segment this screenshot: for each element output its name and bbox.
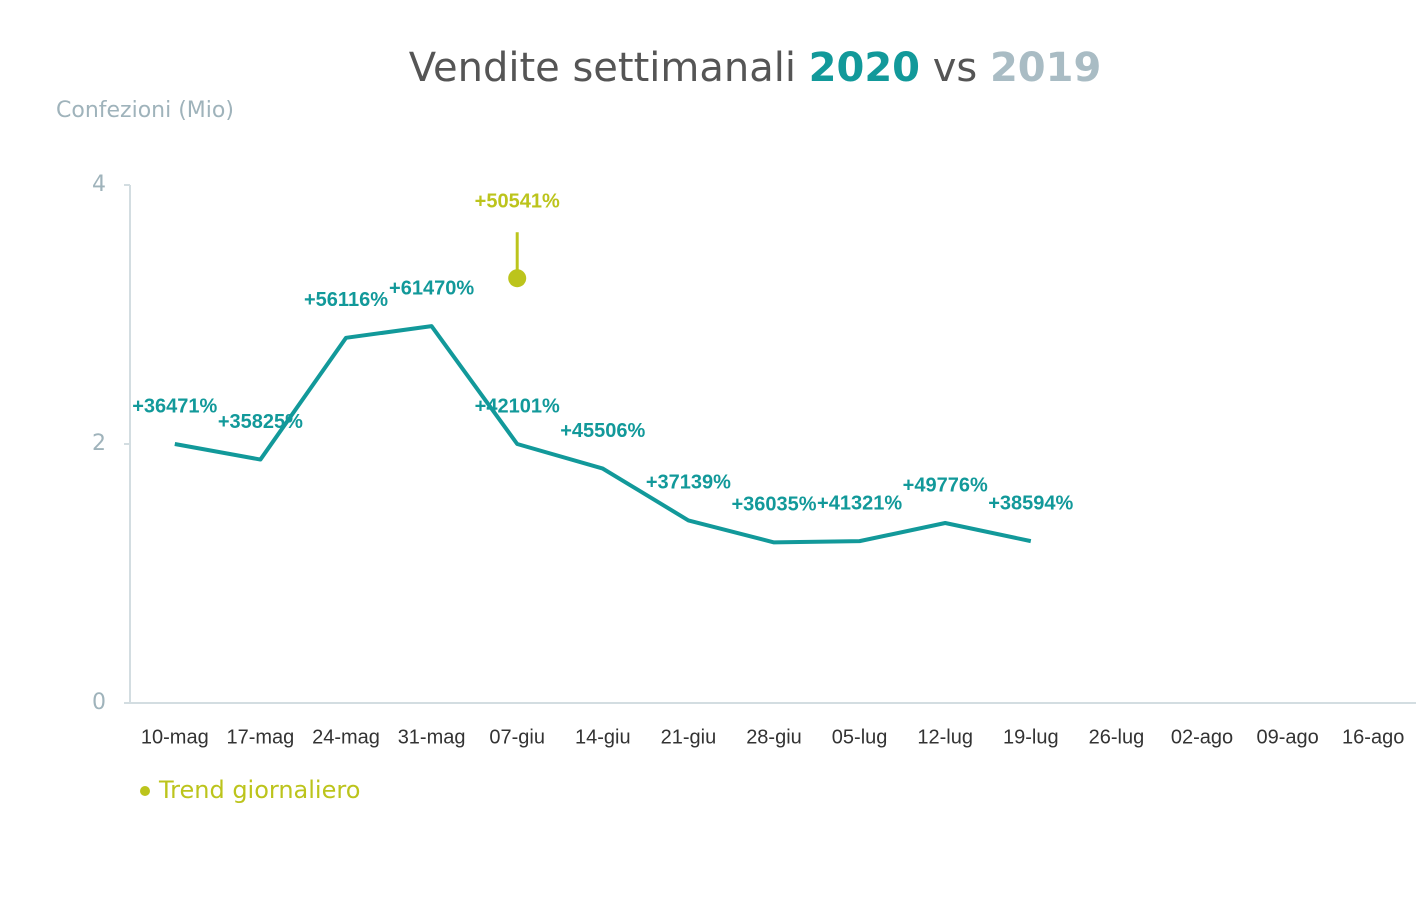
x-tick-label: 10-mag xyxy=(141,726,209,748)
data-label: +45506% xyxy=(560,420,645,442)
data-label: +37139% xyxy=(646,472,731,494)
trend-point xyxy=(508,269,527,288)
data-label: +35825% xyxy=(218,411,303,433)
title-comparison-year: 2019 xyxy=(990,45,1101,91)
x-tick-label: 21-giu xyxy=(661,726,717,748)
data-label: +38594% xyxy=(988,492,1073,514)
data-label: +49776% xyxy=(903,474,988,496)
x-tick-label: 17-mag xyxy=(226,726,294,748)
title-vs: vs xyxy=(933,45,978,91)
x-tick-label: 19-lug xyxy=(1003,726,1059,748)
data-label: +50541% xyxy=(475,191,560,213)
x-tick-label: 31-mag xyxy=(398,726,466,748)
line-series xyxy=(174,324,1032,545)
x-tick-label: 05-lug xyxy=(832,726,888,748)
x-tick-label: 14-giu xyxy=(575,726,631,748)
data-label: +36471% xyxy=(132,395,217,417)
title-year: 2020 xyxy=(809,45,920,91)
data-label: +36035% xyxy=(731,494,816,516)
legend-label: Trend giornaliero xyxy=(158,776,360,804)
data-label: +42101% xyxy=(475,395,560,417)
x-tick-label: 26-lug xyxy=(1089,726,1145,748)
x-tick-label: 07-giu xyxy=(489,726,545,748)
legend-marker xyxy=(140,786,150,796)
x-tick-label: 09-ago xyxy=(1256,726,1318,748)
title-text: Vendite settimanali xyxy=(409,45,796,91)
y-tick-label: 0 xyxy=(92,690,106,715)
x-tick-label: 12-lug xyxy=(917,726,973,748)
y-tick-label: 2 xyxy=(92,431,106,456)
y-axis-label: Confezioni (Mio) xyxy=(56,98,234,123)
data-label: +61470% xyxy=(389,277,474,299)
data-label: +56116% xyxy=(304,289,388,311)
x-tick-label: 16-ago xyxy=(1342,726,1404,748)
chart-title: Vendite settimanali 2020 vs 2019 xyxy=(409,45,1102,91)
y-tick-label: 4 xyxy=(92,172,106,197)
x-tick-label: 28-giu xyxy=(746,726,802,748)
data-label: +41321% xyxy=(817,492,902,514)
x-tick-label: 24-mag xyxy=(312,726,380,748)
x-tick-label: 02-ago xyxy=(1171,726,1233,748)
